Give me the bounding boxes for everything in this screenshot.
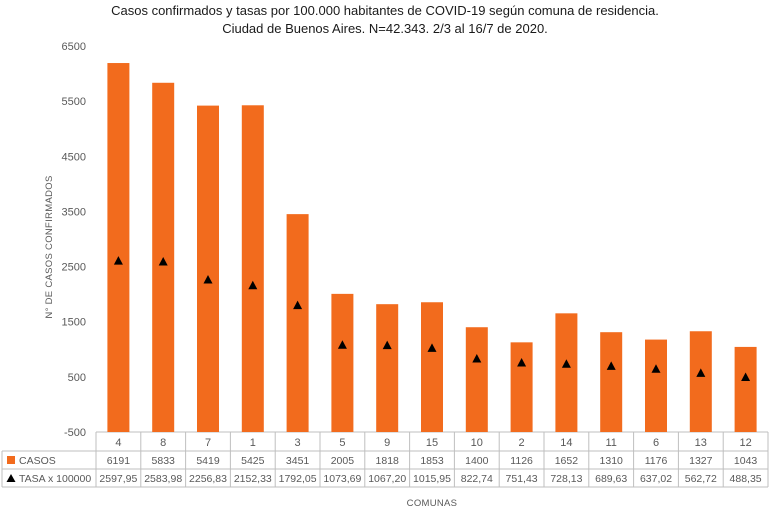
category-label: 5 xyxy=(339,437,345,449)
bar-casos xyxy=(286,214,309,432)
casos-value-label: 5833 xyxy=(152,455,176,467)
chart-title-block: Casos confirmados y tasas por 100.000 ha… xyxy=(0,2,770,38)
bar-casos xyxy=(555,313,578,432)
category-label: 12 xyxy=(739,437,751,449)
tasa-value-label: 2597,95 xyxy=(99,473,137,485)
bar-casos xyxy=(689,331,712,432)
bar-casos xyxy=(376,304,399,432)
bar-casos xyxy=(241,105,264,433)
y-tick-label: 4500 xyxy=(62,151,86,163)
tasa-value-label: 488,35 xyxy=(730,473,762,485)
tasa-value-label: 2583,98 xyxy=(144,473,182,485)
y-tick-label: 6500 xyxy=(62,41,86,53)
tasa-marker xyxy=(248,280,258,290)
casos-value-label: 3451 xyxy=(286,455,310,467)
category-label: 8 xyxy=(160,437,166,449)
tasa-marker xyxy=(427,343,437,352)
category-label: 3 xyxy=(295,437,301,449)
tasa-marker xyxy=(203,274,213,284)
casos-value-label: 1310 xyxy=(600,455,624,467)
legend-swatch-casos xyxy=(7,456,15,464)
category-label: 10 xyxy=(471,437,483,449)
tasa-marker xyxy=(651,364,661,373)
casos-value-label: 1043 xyxy=(734,455,758,467)
casos-value-label: 1652 xyxy=(555,455,579,467)
casos-value-label: 2005 xyxy=(331,455,355,467)
chart-title: Casos confirmados y tasas por 100.000 ha… xyxy=(111,3,659,18)
category-label: 2 xyxy=(519,437,525,449)
category-label: 4 xyxy=(115,437,121,449)
legend-label-tasa: TASA x 100000 xyxy=(19,473,91,485)
tasa-value-label: 637,02 xyxy=(640,473,672,485)
category-label: 9 xyxy=(384,437,390,449)
bar-casos xyxy=(734,346,757,432)
chart-subtitle: Ciudad de Buenos Aires. N=42.343. 2/3 al… xyxy=(222,21,548,36)
category-label: 13 xyxy=(695,437,707,449)
bar-casos xyxy=(465,327,488,432)
tasa-value-label: 689,63 xyxy=(595,473,627,485)
tasa-marker xyxy=(606,361,616,370)
category-label: 6 xyxy=(653,437,659,449)
bar-casos xyxy=(331,293,354,432)
x-axis-title: COMUNAS xyxy=(407,498,458,509)
tasa-value-label: 1067,20 xyxy=(368,473,406,485)
y-tick-label: 5500 xyxy=(62,96,86,108)
legend-marker-tasa xyxy=(6,474,16,482)
casos-value-label: 5425 xyxy=(241,455,265,467)
bar-casos xyxy=(510,342,533,432)
category-label: 7 xyxy=(205,437,211,449)
tasa-marker xyxy=(158,256,168,266)
y-tick-label: 500 xyxy=(68,372,86,384)
tasa-value-label: 751,43 xyxy=(506,473,538,485)
casos-value-label: 1327 xyxy=(689,455,713,467)
y-tick-label: 2500 xyxy=(62,262,86,274)
category-label: 11 xyxy=(605,437,616,449)
bar-casos xyxy=(645,339,667,432)
tasa-value-label: 2152,33 xyxy=(234,473,272,485)
y-tick-label: 1500 xyxy=(62,317,86,329)
tasa-value-label: 1073,69 xyxy=(323,473,361,485)
tasa-value-label: 728,13 xyxy=(550,473,582,485)
y-tick-label: -500 xyxy=(64,427,86,439)
legend-label-casos: CASOS xyxy=(19,455,56,467)
tasa-value-label: 822,74 xyxy=(461,473,493,485)
category-label: 15 xyxy=(426,437,438,449)
tasa-marker xyxy=(113,256,123,265)
tasa-marker xyxy=(517,357,527,367)
casos-value-label: 1853 xyxy=(420,455,444,467)
tasa-marker xyxy=(293,300,303,310)
tasa-marker xyxy=(561,359,571,368)
casos-value-label: 1400 xyxy=(465,455,489,467)
bar-casos xyxy=(600,332,623,432)
y-axis-title: N° DE CASOS CONFIRMADOS xyxy=(44,175,55,318)
bar-casos xyxy=(107,63,130,432)
casos-value-label: 1818 xyxy=(376,455,400,467)
bar-casos xyxy=(421,302,443,432)
tasa-value-label: 2256,83 xyxy=(189,473,227,485)
tasa-value-label: 1792,05 xyxy=(279,473,317,485)
bar-casos xyxy=(197,105,219,432)
tasa-marker xyxy=(741,372,751,381)
tasa-marker xyxy=(472,354,482,363)
y-tick-label: 3500 xyxy=(62,206,86,218)
category-label: 14 xyxy=(560,437,572,449)
casos-value-label: 6191 xyxy=(107,455,131,467)
category-label: 1 xyxy=(250,437,256,449)
tasa-marker xyxy=(696,368,706,377)
tasa-marker xyxy=(382,340,392,350)
casos-value-label: 1126 xyxy=(510,455,533,467)
tasa-value-label: 1015,95 xyxy=(413,473,451,485)
casos-value-label: 1176 xyxy=(645,455,668,467)
casos-value-label: 5419 xyxy=(196,455,220,467)
tasa-marker xyxy=(337,340,347,349)
tasa-value-label: 562,72 xyxy=(685,473,717,485)
